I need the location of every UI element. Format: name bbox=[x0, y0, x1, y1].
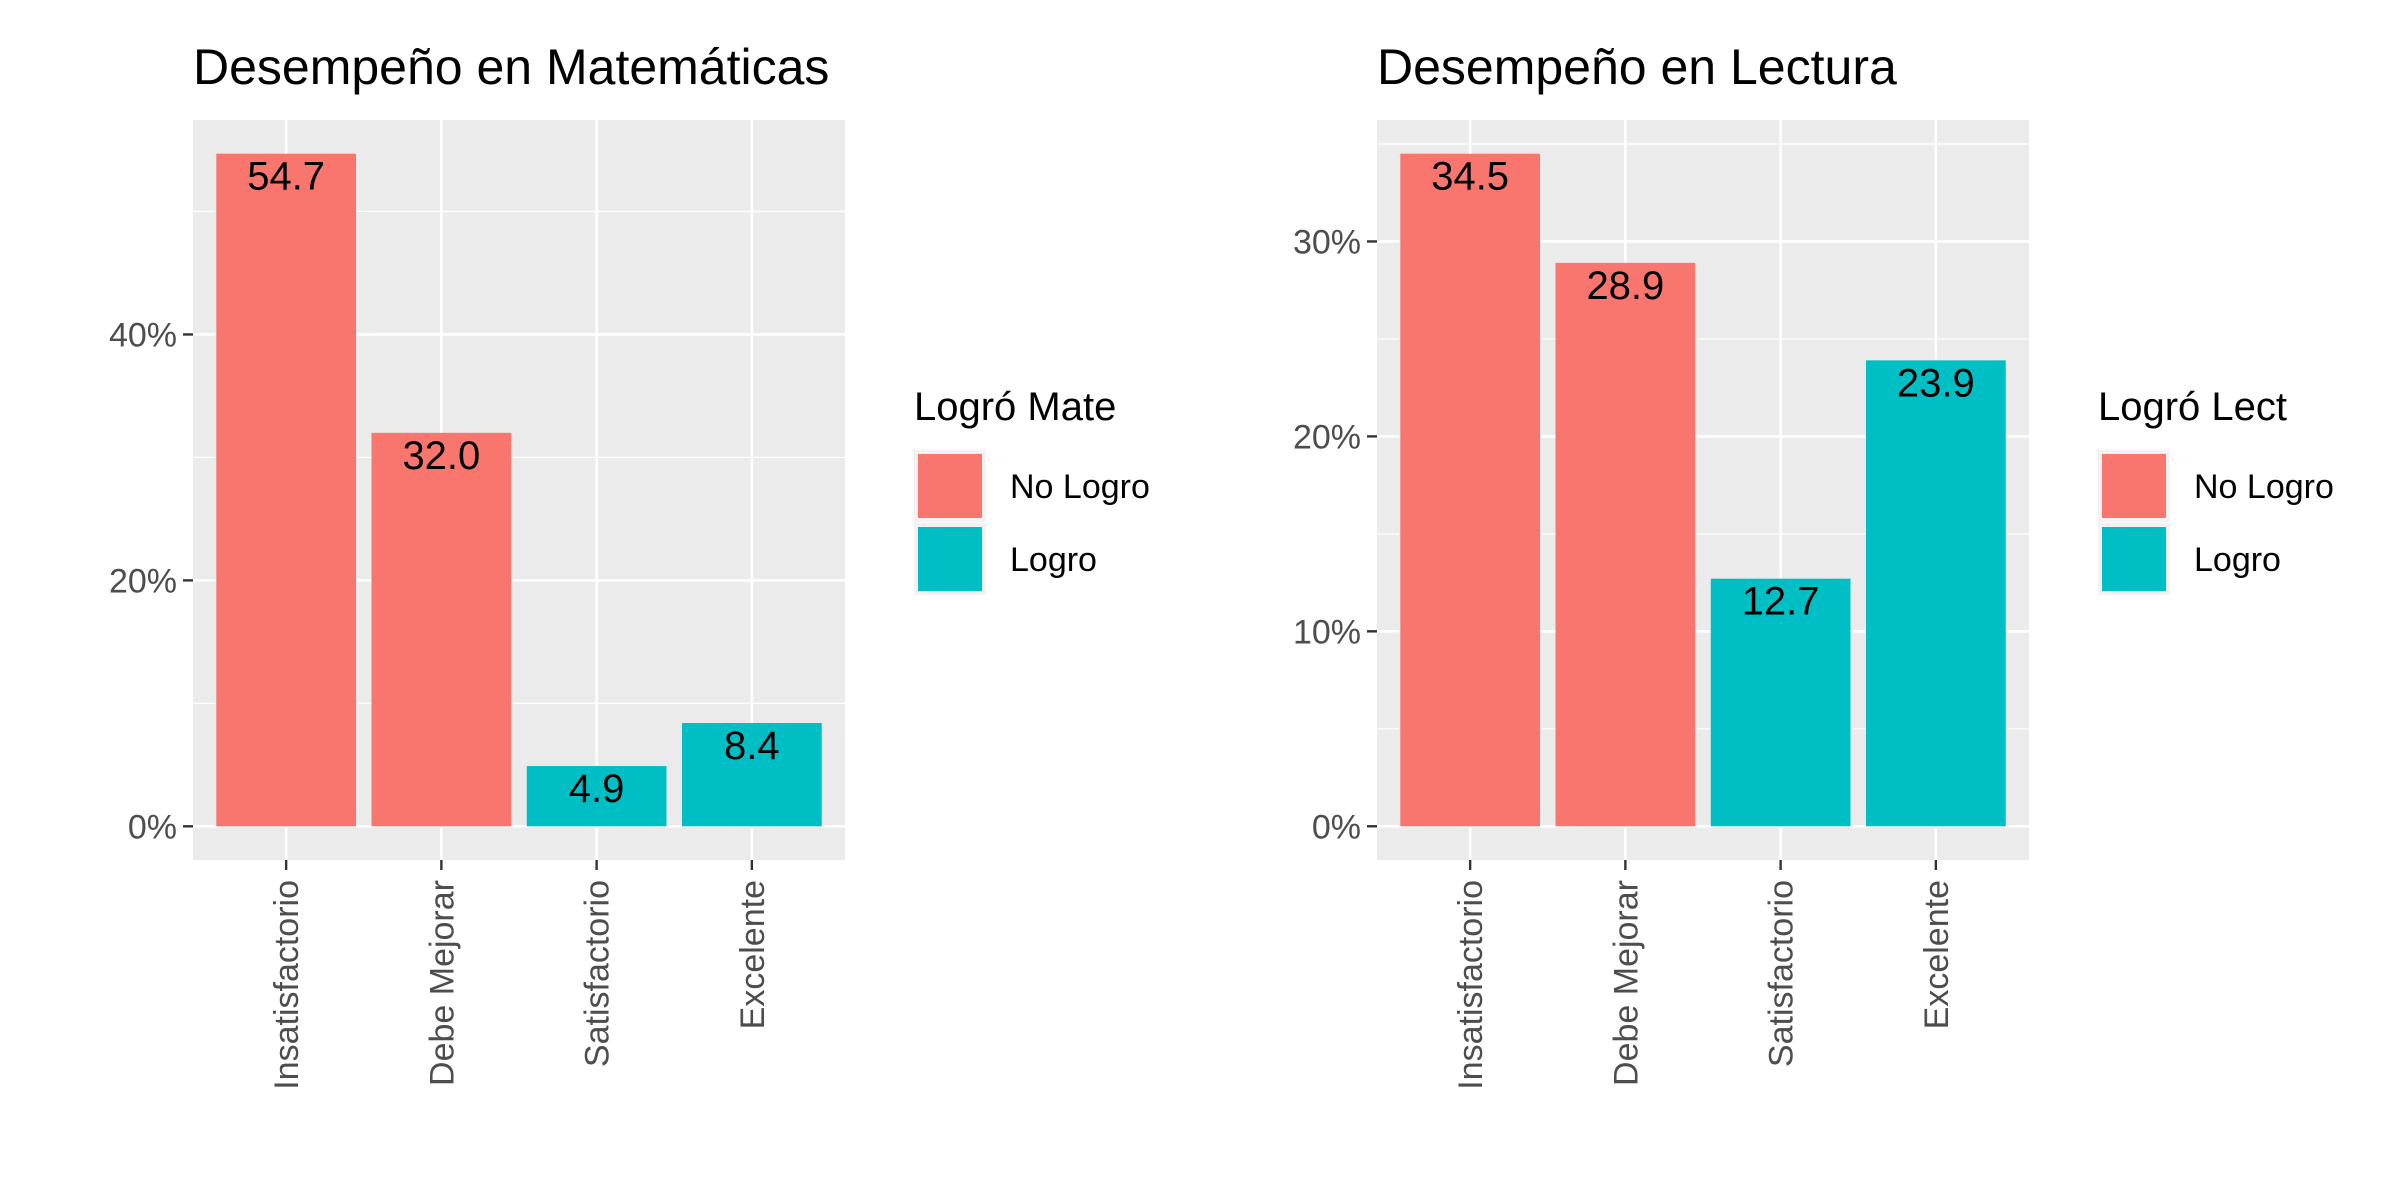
legend-label: Logro bbox=[1010, 541, 1097, 579]
bar bbox=[1400, 153, 1540, 827]
legend-swatch bbox=[918, 454, 982, 518]
bar-value-label: 28.9 bbox=[1586, 264, 1664, 308]
reading-chart-panel: Desempeño en Lectura 34.5 28.9 12.7 23.9 0% 1… bbox=[1184, 0, 2384, 1200]
y-tick-label: 10% bbox=[1293, 613, 1361, 651]
bar bbox=[1866, 360, 2006, 827]
x-tick-label: Insatisfactorio bbox=[268, 880, 306, 1090]
bar bbox=[682, 723, 822, 827]
x-tick-label: Debe Mejorar bbox=[423, 880, 461, 1086]
bar bbox=[526, 766, 667, 827]
math-chart: Desempeño en Matemáticas 54.7 32.0 4.9 8.4 0… bbox=[109, 39, 1150, 1090]
x-tick-label: Debe Mejorar bbox=[1607, 880, 1645, 1086]
y-tick-label: 0% bbox=[1312, 808, 1361, 846]
chart-title: Desempeño en Matemáticas bbox=[193, 39, 829, 95]
y-tick-label: 20% bbox=[109, 562, 177, 600]
x-tick-label: Satisfactorio bbox=[1763, 880, 1801, 1067]
bar bbox=[371, 432, 512, 827]
bar-value-label: 32.0 bbox=[402, 434, 480, 478]
bar bbox=[1710, 578, 1851, 827]
reading-chart: Desempeño en Lectura 34.5 28.9 12.7 23.9 0% 1… bbox=[1293, 39, 2334, 1090]
x-tick-label: Satisfactorio bbox=[579, 880, 617, 1067]
x-tick-label: Insatisfactorio bbox=[1452, 880, 1490, 1090]
x-tick-label: Excelente bbox=[1918, 880, 1956, 1029]
x-tick-label: Excelente bbox=[734, 880, 772, 1029]
chart-title: Desempeño en Lectura bbox=[1377, 39, 1897, 95]
bar bbox=[1555, 262, 1696, 827]
legend-swatch bbox=[2102, 527, 2166, 591]
y-tick-label: 20% bbox=[1293, 418, 1361, 456]
legend-swatch bbox=[918, 527, 982, 591]
bar-value-label: 4.9 bbox=[569, 767, 625, 811]
bar-value-label: 8.4 bbox=[724, 724, 780, 768]
bar-value-label: 12.7 bbox=[1742, 580, 1820, 624]
bar-value-label: 54.7 bbox=[247, 155, 325, 199]
bar-value-label: 23.9 bbox=[1897, 361, 1975, 405]
legend-title: Logró Mate bbox=[914, 385, 1116, 429]
y-tick-label: 30% bbox=[1293, 223, 1361, 261]
math-chart-panel: Desempeño en Matemáticas 54.7 32.0 4.9 8.4 0… bbox=[109, 39, 1150, 1090]
legend-label: Logro bbox=[2194, 541, 2281, 579]
y-tick-label: 0% bbox=[128, 808, 177, 846]
legend-title: Logró Lect bbox=[2098, 385, 2287, 429]
bar bbox=[216, 153, 356, 827]
bar-value-label: 34.5 bbox=[1431, 155, 1509, 199]
legend-label: No Logro bbox=[2194, 468, 2334, 506]
legend-label: No Logro bbox=[1010, 468, 1150, 506]
y-tick-label: 40% bbox=[109, 316, 177, 354]
legend-swatch bbox=[2102, 454, 2166, 518]
